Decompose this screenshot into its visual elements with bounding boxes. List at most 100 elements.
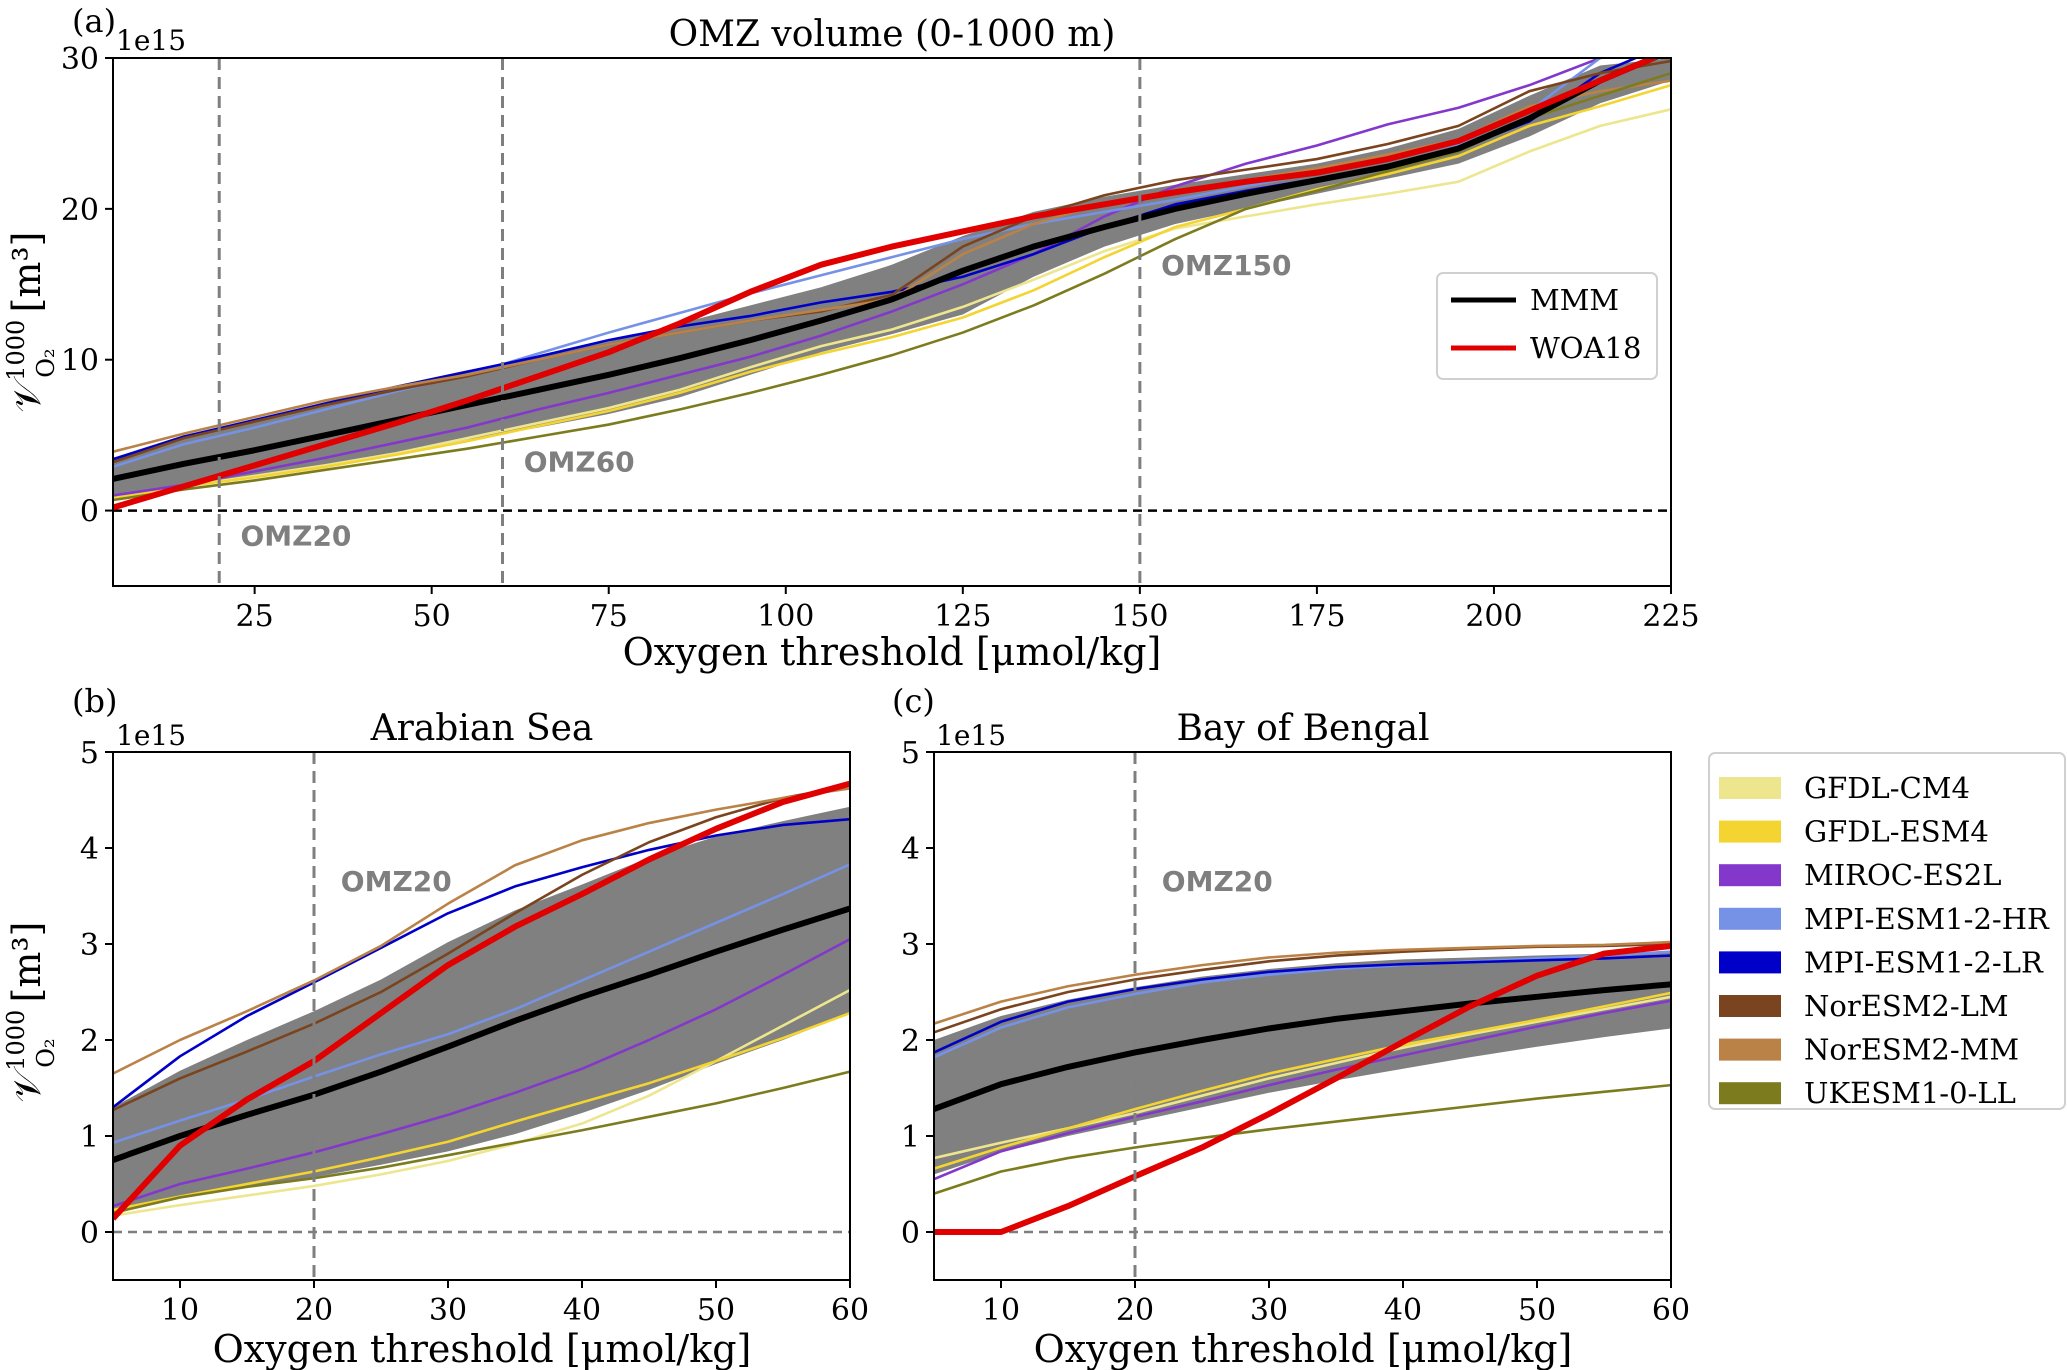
- series-line-miroc-es2l: [113, 58, 1607, 497]
- series-line-gfdl-cm4: [113, 108, 1671, 499]
- series-line-mpi-esm1-2-lr: [934, 954, 1671, 1054]
- series-line-noresm2-lm: [113, 59, 1671, 464]
- y-superscript: 1000: [2, 320, 30, 381]
- series-line-ukesm1-0-ll: [934, 1083, 1671, 1195]
- series-line-woa18: [113, 780, 850, 1221]
- y-tick-label: 0: [80, 495, 99, 530]
- y-symbol: 𝒱: [5, 1065, 49, 1102]
- x-tick-label: 30: [1250, 1293, 1288, 1328]
- legend-label-gfdl-esm4: GFDL-ESM4: [1804, 815, 1989, 849]
- y-tick-label: 3: [901, 928, 920, 963]
- y-tick-label: 4: [80, 832, 99, 867]
- legend-swatch-mpi-esm1-2-lr: [1719, 951, 1781, 974]
- y-symbol: 𝒱: [5, 375, 49, 412]
- y-tick-label: 5: [80, 736, 99, 771]
- panel-a-y-axis-label: 𝒱1000O₂ [m³]: [2, 232, 60, 413]
- legend-label-gfdl-cm4: GFDL-CM4: [1804, 771, 1970, 805]
- series-line-miroc-es2l: [113, 938, 850, 1208]
- legend-label-miroc-es2l: MIROC-ES2L: [1804, 858, 2002, 892]
- threshold-label-omz20: OMZ20: [1162, 865, 1273, 898]
- series-line-woa18: [113, 58, 1661, 511]
- model-legend-frame: [1708, 752, 2066, 1110]
- panel-a-x-axis-label: Oxygen threshold [μmol/kg]: [623, 630, 1162, 674]
- panel-a-data: [113, 58, 1671, 586]
- legend-label-woa18: WOA18: [1530, 331, 1641, 365]
- series-line-noresm2-mm: [113, 787, 850, 1075]
- panel-b-x-axis-label: Oxygen threshold [μmol/kg]: [213, 1327, 752, 1370]
- x-tick-label: 100: [757, 599, 814, 634]
- panel-b-letter: (b): [72, 682, 117, 720]
- x-tick-label: 75: [590, 599, 628, 634]
- legend-label-ukesm1-0-ll: UKESM1-0-LL: [1804, 1076, 2016, 1110]
- series-line-ukesm1-0-ll: [113, 1070, 850, 1215]
- y-tick-label: 20: [61, 193, 99, 228]
- legend-swatch-noresm2-lm: [1719, 995, 1781, 1017]
- axes-frame: [112, 57, 1672, 587]
- x-tick-label: 125: [934, 599, 991, 634]
- legend-label-mpi-esm1-2-lr: MPI-ESM1-2-LR: [1804, 945, 2044, 979]
- y-unit: [m³]: [5, 232, 49, 313]
- x-tick-label: 40: [1384, 1293, 1422, 1328]
- threshold-label-omz150: OMZ150: [1161, 249, 1291, 282]
- legend-swatch-noresm2-mm: [1719, 1038, 1781, 1061]
- series-line-woa18: [934, 942, 1671, 1235]
- series-line-noresm2-mm: [934, 940, 1671, 1025]
- panel-a-title: OMZ volume (0-1000 m): [669, 14, 1116, 55]
- series-line-mmm: [934, 981, 1671, 1112]
- y-tick-label: 0: [80, 1216, 99, 1251]
- panel-b-y-axis-label: 𝒱1000O₂ [m³]: [2, 922, 60, 1103]
- panel-b-y-multiplier: 1e15: [116, 719, 186, 752]
- x-tick-label: 150: [1111, 599, 1168, 634]
- axes-frame: [112, 751, 851, 1281]
- series-line-gfdl-esm4: [934, 991, 1671, 1170]
- panel-a: (a) OMZ volume (0-1000 m) 1e15 OMZ20 OMZ6…: [2, 2, 1700, 674]
- legend-swatch-gfdl-esm4: [1719, 820, 1781, 843]
- x-tick-label: 60: [831, 1293, 869, 1328]
- x-tick-label: 20: [1116, 1293, 1154, 1328]
- legend-label-noresm2-lm: NorESM2-LM: [1804, 989, 2009, 1023]
- legend-swatch-ukesm1-0-ll: [1719, 1082, 1781, 1105]
- y-tick-label: 1: [80, 1120, 99, 1155]
- x-tick-label: 50: [413, 599, 451, 634]
- x-tick-label: 50: [1518, 1293, 1556, 1328]
- series-line-mmm: [113, 905, 850, 1163]
- axes-frame: [933, 751, 1672, 1281]
- y-tick-label: 2: [901, 1024, 920, 1059]
- y-superscript: 1000: [2, 1010, 30, 1071]
- x-tick-label: 25: [236, 599, 274, 634]
- series-line-mmm: [113, 58, 1661, 482]
- panel-c-x-axis-label: Oxygen threshold [μmol/kg]: [1034, 1327, 1573, 1370]
- legend-label-mpi-esm1-2-hr: MPI-ESM1-2-HR: [1804, 902, 2050, 936]
- x-tick-label: 40: [563, 1293, 601, 1328]
- y-tick-label: 0: [901, 1216, 920, 1251]
- x-tick-label: 10: [161, 1293, 199, 1328]
- panel-a-letter: (a): [72, 2, 116, 40]
- model-spread-band: [113, 806, 850, 1213]
- series-line-ukesm1-0-ll: [113, 71, 1671, 502]
- panel-b-title: Arabian Sea: [370, 708, 594, 749]
- panel-c-data: [934, 752, 1671, 1280]
- threshold-label-omz20: OMZ20: [240, 519, 351, 552]
- x-tick-label: 30: [429, 1293, 467, 1328]
- panel-b-plot-area: OMZ20 10 20 30 40 50 60 0 1 2 3 4 5: [80, 736, 869, 1328]
- series-line-mpi-esm1-2-hr: [113, 863, 850, 1144]
- panel-b-data: [113, 752, 850, 1280]
- legend-label-mmm: MMM: [1530, 283, 1619, 317]
- threshold-label-omz20: OMZ20: [341, 865, 452, 898]
- series-line-gfdl-esm4: [113, 83, 1671, 500]
- series-line-gfdl-esm4: [113, 1011, 850, 1212]
- series-line-noresm2-lm: [113, 784, 850, 1112]
- series-line-miroc-es2l: [934, 999, 1671, 1181]
- panel-c-letter: (c): [892, 682, 935, 720]
- svg-text:𝒱1000O₂[m³]: 𝒱1000O₂ [m³]: [2, 922, 60, 1103]
- x-tick-label: 60: [1652, 1293, 1690, 1328]
- legend-swatch-gfdl-cm4: [1719, 777, 1781, 799]
- legend-swatch-miroc-es2l: [1719, 864, 1781, 887]
- svg-text:𝒱1000O₂[m³]: 𝒱1000O₂ [m³]: [2, 232, 60, 413]
- x-tick-label: 225: [1642, 599, 1699, 634]
- y-tick-label: 30: [61, 42, 99, 77]
- model-legend: GFDL-CM4 GFDL-ESM4 MIROC-ES2L MPI-ESM1-2-HR…: [1708, 752, 2066, 1110]
